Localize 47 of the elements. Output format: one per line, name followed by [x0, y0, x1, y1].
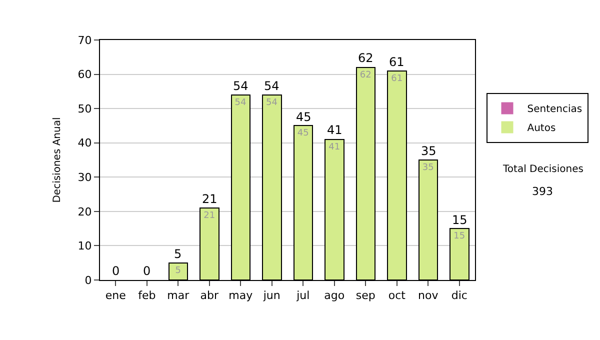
data-label: 41: [328, 142, 340, 152]
total-label: 54: [233, 79, 248, 93]
y-axis-title: Decisiones Anual: [52, 117, 63, 203]
total-label: 21: [202, 192, 218, 206]
y-tick-label: 70: [78, 34, 92, 47]
total-label: 62: [358, 51, 374, 65]
x-tick-label: ene: [105, 289, 126, 302]
x-tick-label: nov: [418, 289, 439, 302]
y-tick-label: 10: [78, 240, 92, 253]
x-tick-label: jul: [296, 289, 310, 302]
y-tick-label: 40: [78, 136, 92, 150]
text: Total Decisiones: [502, 164, 584, 175]
total-label: 41: [327, 123, 342, 137]
x-tick-label: feb: [138, 289, 156, 302]
data-label: 54: [266, 98, 278, 108]
x-tick-label: abr: [200, 289, 219, 302]
x-tick-label: mar: [167, 289, 190, 302]
x-tick-label: dic: [451, 289, 468, 302]
data-label: 21: [204, 211, 216, 221]
x-tick-label: oct: [388, 289, 406, 302]
x-tick-label: jun: [262, 289, 280, 302]
y-tick-label: 0: [84, 274, 92, 287]
total-label: 45: [296, 110, 312, 124]
legend-label: Sentencias: [527, 104, 582, 116]
total-label: 0: [112, 264, 120, 278]
y-tick-label: 50: [78, 102, 92, 116]
data-label: 15: [454, 232, 466, 242]
x-tick-label: may: [228, 289, 254, 302]
y-tick-label: 30: [78, 170, 92, 184]
data-label: 54: [234, 98, 246, 108]
total-label: 35: [421, 144, 436, 158]
data-label: 61: [391, 74, 403, 84]
data-label: 45: [297, 128, 309, 139]
data-label: 62: [360, 70, 372, 80]
data-label: 35: [422, 163, 434, 173]
total-label: 15: [452, 213, 468, 227]
total-label: 5: [174, 247, 182, 261]
total-label: 61: [389, 55, 404, 69]
total-label: 0: [143, 264, 151, 278]
x-tick-label: sep: [356, 289, 376, 302]
total-label: 54: [264, 79, 280, 93]
legend-label: Autos: [527, 123, 556, 134]
y-tick-label: 20: [78, 205, 92, 218]
x-tick-label: ago: [324, 289, 345, 302]
y-tick-label: 60: [78, 68, 92, 82]
data-label: 5: [175, 266, 181, 276]
text: 393: [532, 185, 553, 198]
